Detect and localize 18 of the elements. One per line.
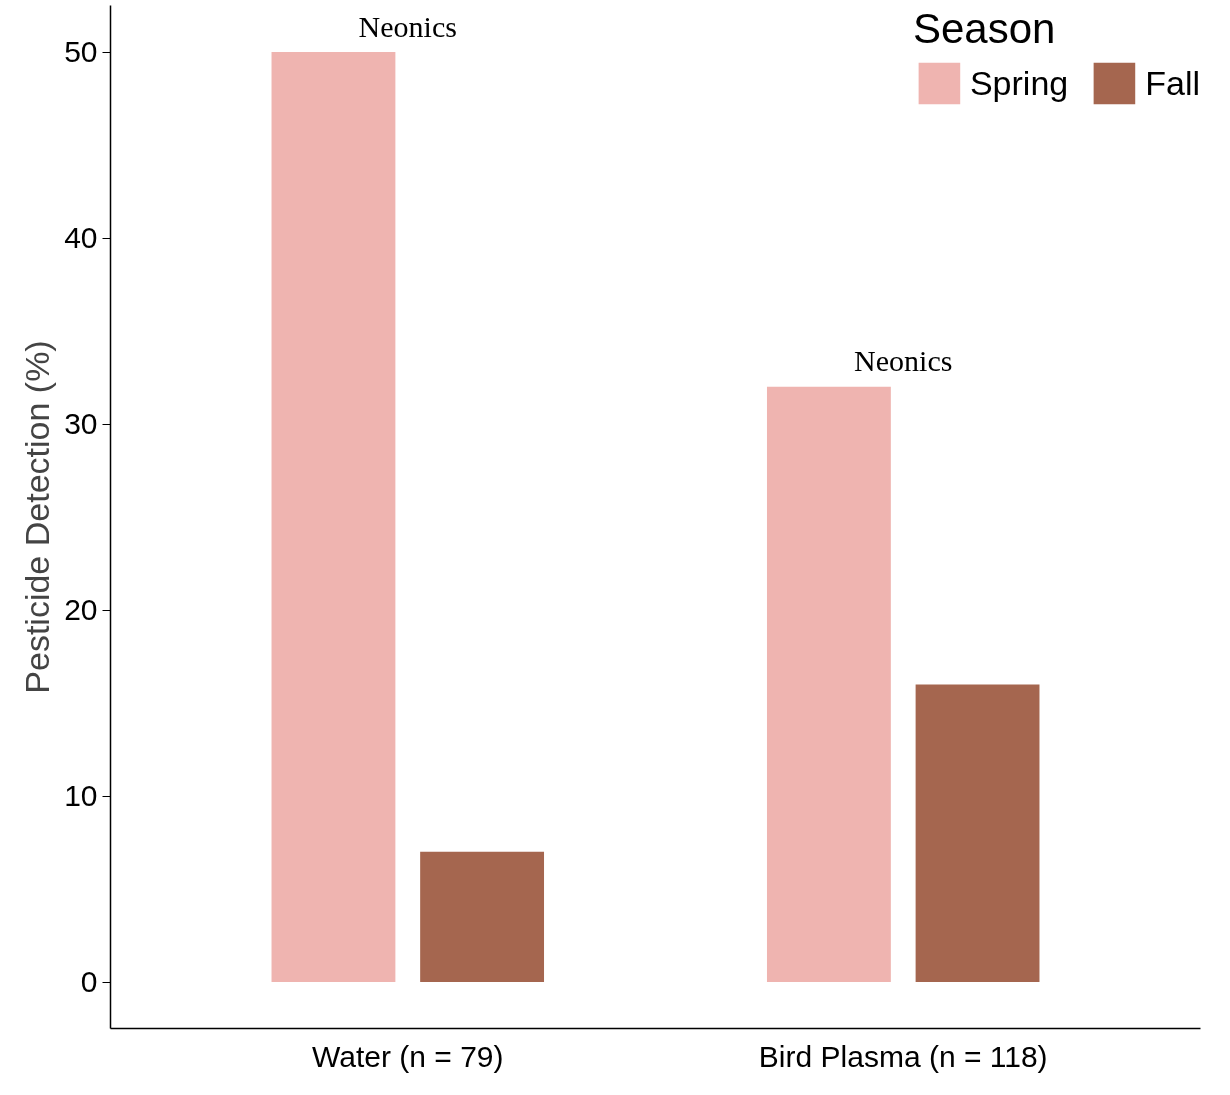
bar xyxy=(271,52,396,982)
x-tick-label: Water (n = 79) xyxy=(312,1039,504,1073)
y-tick-label: 20 xyxy=(64,593,98,626)
y-tick-label: 40 xyxy=(64,221,98,254)
bar xyxy=(420,851,545,982)
y-tick-label: 10 xyxy=(64,779,98,812)
legend-label: Spring xyxy=(969,63,1069,103)
y-tick-label: 0 xyxy=(80,965,98,998)
bar xyxy=(915,684,1040,982)
x-tick-label: Bird Plasma (n = 118) xyxy=(758,1039,1048,1073)
annotation: Neonics xyxy=(854,344,953,378)
y-axis-title: Pesticide Detection (%) xyxy=(18,340,57,694)
annotation: Neonics xyxy=(358,9,457,43)
legend-label: Fall xyxy=(1145,63,1200,103)
y-tick-label: 30 xyxy=(64,407,98,440)
bar xyxy=(766,386,891,982)
y-tick-label: 50 xyxy=(64,35,98,68)
legend-title: Season xyxy=(912,5,1057,53)
